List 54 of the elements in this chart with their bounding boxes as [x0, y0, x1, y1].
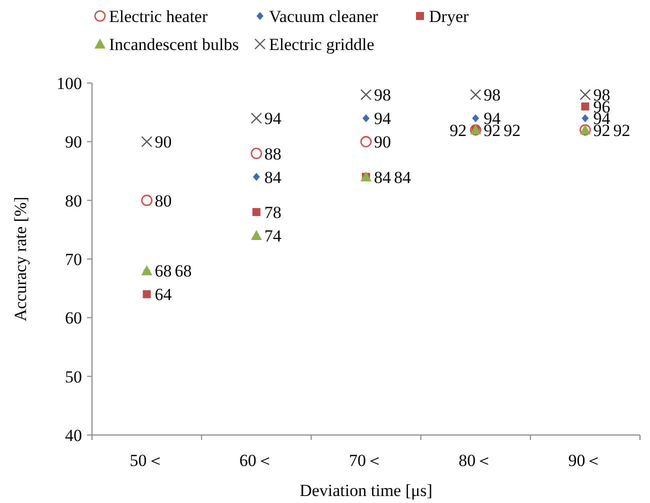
- point: [470, 89, 482, 100]
- data-label: 68: [174, 262, 192, 281]
- point: [142, 290, 151, 298]
- point: [362, 114, 370, 122]
- data-label: 88: [264, 144, 282, 164]
- data-label: 84: [264, 168, 282, 187]
- legend-label: Vacuum cleaner: [269, 7, 378, 26]
- data-label: 78: [264, 203, 282, 222]
- y-tick-label: 70: [65, 250, 82, 269]
- y-tick-label: 80: [65, 191, 82, 210]
- legend-label: Dryer: [429, 7, 469, 26]
- y-axis-title: Accuracy rate [%]: [11, 196, 30, 322]
- data-label: 98: [484, 86, 501, 105]
- x-axis-title: Deviation time [μs]: [300, 481, 432, 500]
- point: [250, 148, 262, 160]
- point: [472, 114, 480, 122]
- data-label: 90: [374, 132, 391, 152]
- point: [580, 89, 591, 100]
- point: [581, 102, 590, 110]
- point: [141, 194, 152, 206]
- data-label: 92: [450, 120, 467, 140]
- data-label: 94: [264, 109, 282, 128]
- data-label: 92: [613, 120, 630, 140]
- y-tick-label: 90: [65, 132, 82, 152]
- legend-label: Incandescent bulbs: [109, 35, 239, 54]
- point: [252, 208, 260, 216]
- point: [250, 230, 262, 240]
- data-label: 98: [374, 86, 391, 105]
- legend-label: Electric heater: [109, 7, 208, 26]
- point: [141, 136, 152, 148]
- point: [360, 136, 372, 148]
- point: [582, 114, 589, 122]
- data-label: 90: [154, 132, 172, 152]
- data-label: 68: [154, 262, 172, 281]
- y-tick-label: 60: [65, 308, 82, 328]
- point: [252, 172, 260, 181]
- x-tick-label: 70＜: [349, 451, 383, 470]
- point: [360, 89, 372, 100]
- legend-label: Electric griddle: [269, 35, 374, 54]
- point: [250, 112, 262, 124]
- x-tick-label: 90＜: [568, 451, 602, 470]
- data-label: 92: [504, 120, 521, 140]
- x-tick-label: 60＜: [239, 451, 274, 470]
- data-label: 64: [154, 285, 172, 304]
- y-tick-label: 50: [65, 367, 82, 386]
- x-tick-label: 50＜: [130, 451, 164, 470]
- data-label: 84: [374, 168, 392, 187]
- y-tick-label: 100: [56, 74, 82, 93]
- data-label: 74: [264, 226, 282, 246]
- data-label: 94: [374, 109, 392, 128]
- y-tick-label: 40: [65, 426, 82, 445]
- x-tick-label: 80＜: [458, 451, 493, 470]
- data-label: 80: [154, 191, 172, 210]
- data-label: 84: [394, 168, 412, 187]
